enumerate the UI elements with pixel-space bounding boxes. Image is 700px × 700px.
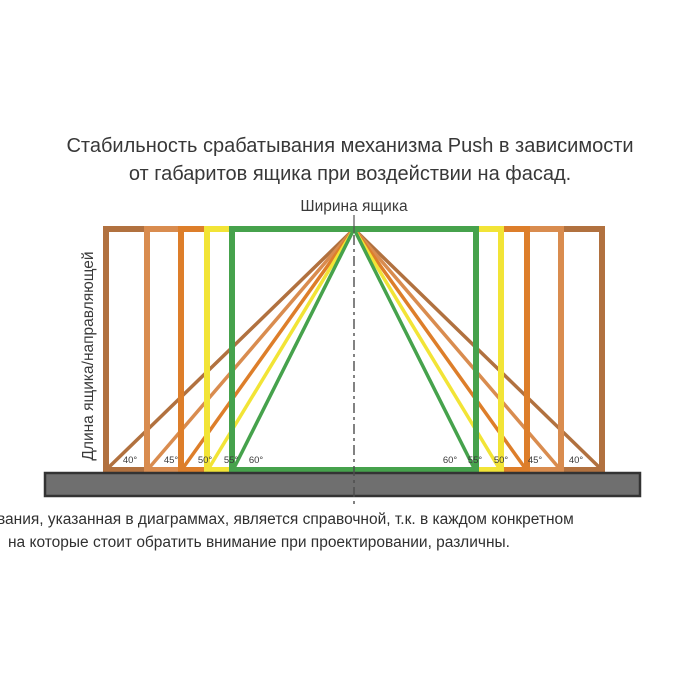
ground-bar [43,471,642,498]
angle-label-left: 60° [249,455,264,466]
title-line-1: Стабильность срабатывания механизма Push… [66,135,634,157]
angle-labels-layer: 40° 40° 45° 45° 50° 50° 55° 55° 60° 60° [123,455,584,466]
angle-label-left: 55° [224,455,239,466]
angle-label-right: 60° [443,455,458,466]
angle-label-right: 40° [569,455,584,466]
angle-label-left: 40° [123,455,138,466]
angle-diagonal-right-60° [352,228,476,469]
angle-label-right: 55° [468,455,483,466]
angle-diagonal-left-50° [181,227,356,470]
angle-label-right: 45° [528,455,543,466]
angle-diagonal-right-50° [352,227,527,470]
angle-label-left: 50° [198,455,213,466]
diagram-title: Стабильность срабатывания механизма Push… [0,132,700,188]
angle-label-right: 50° [494,455,509,466]
width-axis-label: Ширина ящика [300,198,408,215]
angle-label-left: 45° [164,455,179,466]
footer-note-line-2: на которые стоит обратить внимание при п… [8,534,510,551]
title-line-2: от габаритов ящика при воздействии на фа… [128,163,572,185]
footer-note-line-1: вания, указанная в диаграммах, является … [0,511,574,528]
length-axis-label: Длина ящика/направляющей [80,251,97,460]
angle-diagonal-left-60° [232,228,356,469]
